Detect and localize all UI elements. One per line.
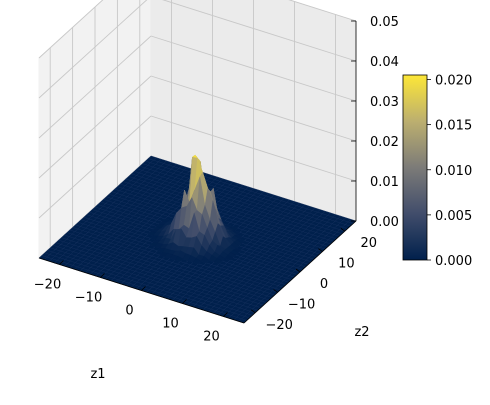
mesh-line: [122, 181, 329, 247]
mesh-line: [238, 219, 351, 322]
mesh-line: [150, 155, 357, 222]
y-tick-label: 0: [320, 277, 328, 292]
mesh-line: [192, 204, 305, 307]
surface-peak-facet: [213, 258, 223, 264]
grid-line: [38, 35, 152, 139]
grid-line: [150, 35, 357, 102]
x-tick-label: 10: [162, 317, 179, 332]
grid-line: [288, 0, 357, 22]
mesh-line: [120, 183, 326, 250]
mesh-line: [187, 203, 300, 306]
y-tick: [318, 248, 323, 252]
y-tick-label: 20: [361, 236, 378, 251]
y-tick: [340, 227, 346, 232]
mesh-line: [233, 217, 346, 320]
tick-labels: −20 −10 0 10 20 −20 −10 0 10 20 0.00 0.01 0.02 0.03 0.…: [34, 15, 399, 345]
mesh-line: [197, 206, 310, 309]
x-tick-label: −20: [34, 278, 61, 293]
x-tick: [59, 260, 64, 265]
x-tick: [223, 312, 228, 317]
colorbar-gradient: [402, 74, 428, 261]
x-tick-label: 0: [125, 304, 133, 319]
mesh-line: [136, 168, 343, 234]
grid-line: [38, 0, 104, 59]
mesh-line: [134, 171, 340, 237]
z-tick-label: 0.00: [370, 215, 399, 230]
x-tick: [182, 299, 187, 304]
z-tick-label: 0.04: [370, 55, 399, 70]
density-surface: [38, 154, 357, 324]
grid-line: [38, 115, 152, 219]
mesh-line: [142, 163, 348, 229]
mesh-line: [228, 216, 341, 319]
y-tick: [273, 289, 278, 293]
colorbar-tick-label: 0.010: [435, 164, 472, 179]
surface-peak-facet: [224, 254, 234, 261]
x-tick-label: −10: [75, 291, 102, 306]
grid-line: [150, 75, 357, 142]
colorbar-tick-label: 0.020: [435, 74, 472, 89]
colorbar-ticks: 0.000 0.005 0.010 0.015 0.020: [427, 74, 472, 269]
mesh-line: [125, 178, 331, 245]
grid-line: [162, 0, 357, 62]
colorbar-tick-label: 0.000: [435, 254, 472, 269]
mesh-line: [213, 211, 326, 314]
tick-marks: [59, 20, 356, 317]
x-tick: [141, 286, 146, 291]
x-tick: [100, 273, 105, 278]
z-tick-label: 0.05: [370, 15, 399, 30]
colorbar-tick-label: 0.005: [435, 209, 472, 224]
grid-line: [150, 115, 357, 182]
mesh-line: [128, 176, 334, 242]
mesh-line: [208, 209, 321, 312]
mesh-line: [223, 214, 336, 317]
y-tick: [295, 268, 301, 273]
y-tick: [250, 309, 256, 314]
colorbar-tick-label: 0.015: [435, 119, 472, 134]
z-tick-label: 0.03: [370, 95, 399, 110]
y-tick-label: −20: [265, 318, 292, 333]
mesh-line: [131, 173, 337, 239]
mesh-line: [202, 207, 316, 311]
mesh-line: [218, 212, 331, 315]
y-tick-label: −10: [288, 297, 315, 312]
grid-line: [38, 75, 152, 179]
grid-line: [38, 0, 148, 99]
z-tick-label: 0.02: [370, 135, 399, 150]
z-tick-label: 0.01: [370, 175, 399, 190]
x-tick-label: 20: [203, 330, 220, 345]
mesh-line: [148, 158, 354, 224]
y-tick-label: 10: [338, 257, 355, 272]
x-axis-label: z1: [90, 367, 105, 382]
mesh-line: [145, 160, 351, 227]
mesh-line: [139, 166, 345, 232]
y-axis-label: z2: [354, 325, 369, 340]
colorbar: 0.000 0.005 0.010 0.015 0.020: [402, 74, 472, 269]
